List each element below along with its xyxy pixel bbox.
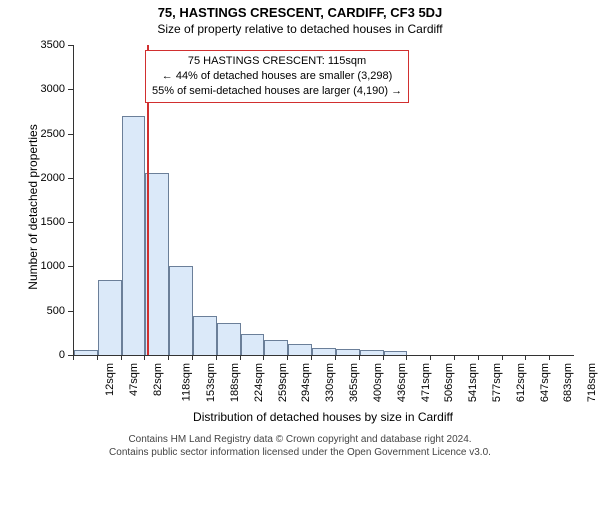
histogram-bar [74,350,98,355]
x-tick-label: 647sqm [539,363,551,402]
x-tick-label: 365sqm [348,363,360,402]
x-tick-label: 47sqm [128,363,140,396]
histogram-bar [312,348,336,355]
x-tick-label: 224sqm [253,363,265,402]
x-tick-label: 436sqm [396,363,408,402]
x-tick-label: 683sqm [563,363,575,402]
y-tick-label: 1000 [25,260,65,272]
y-tick-label: 2000 [25,172,65,184]
histogram-bar [193,316,217,355]
info-box: 75 HASTINGS CRESCENT: 115sqm ← 44% of de… [145,50,409,103]
x-tick-label: 400sqm [372,363,384,402]
histogram-bar [98,280,122,355]
footer: Contains HM Land Registry data © Crown c… [15,433,585,459]
x-tick-label: 118sqm [181,363,193,401]
x-tick-label: 541sqm [467,363,479,402]
x-tick-label: 153sqm [205,363,217,402]
histogram-bar [122,116,146,355]
histogram-bar [169,266,193,355]
y-tick-label: 1500 [25,216,65,228]
chart-title-sub: Size of property relative to detached ho… [15,22,585,36]
x-tick-label: 612sqm [515,363,527,402]
x-tick-label: 259sqm [277,363,289,402]
footer-line: Contains HM Land Registry data © Crown c… [15,433,585,446]
x-tick-label: 471sqm [420,363,432,402]
histogram-bar [145,173,169,355]
x-tick-label: 330sqm [324,363,336,402]
histogram-bar [217,323,241,355]
y-tick-label: 500 [25,305,65,317]
x-tick-label: 577sqm [491,363,503,402]
histogram-bar [384,351,408,355]
x-axis-label: Distribution of detached houses by size … [73,410,573,424]
histogram-bar [360,350,384,355]
x-tick-label: 718sqm [586,363,598,402]
histogram-bar [241,334,265,355]
info-line: 55% of semi-detached houses are larger (… [152,84,402,99]
y-tick-label: 2500 [25,128,65,140]
chart-container: 75, HASTINGS CRESCENT, CARDIFF, CF3 5DJ … [15,5,585,445]
info-line: 75 HASTINGS CRESCENT: 115sqm [152,54,402,69]
chart-title-main: 75, HASTINGS CRESCENT, CARDIFF, CF3 5DJ [15,5,585,20]
histogram-bar [336,349,360,355]
y-tick-label: 0 [25,349,65,361]
x-tick-label: 82sqm [152,363,164,396]
y-tick-label: 3000 [25,83,65,95]
footer-line: Contains public sector information licen… [15,446,585,459]
histogram-bar [288,344,312,356]
x-tick-label: 506sqm [443,363,455,402]
histogram-bar [264,340,288,355]
x-tick-label: 188sqm [229,363,241,402]
x-tick-label: 12sqm [104,363,116,396]
x-tick-label: 294sqm [301,363,313,402]
info-line: ← 44% of detached houses are smaller (3,… [152,69,402,84]
y-tick-label: 3500 [25,39,65,51]
